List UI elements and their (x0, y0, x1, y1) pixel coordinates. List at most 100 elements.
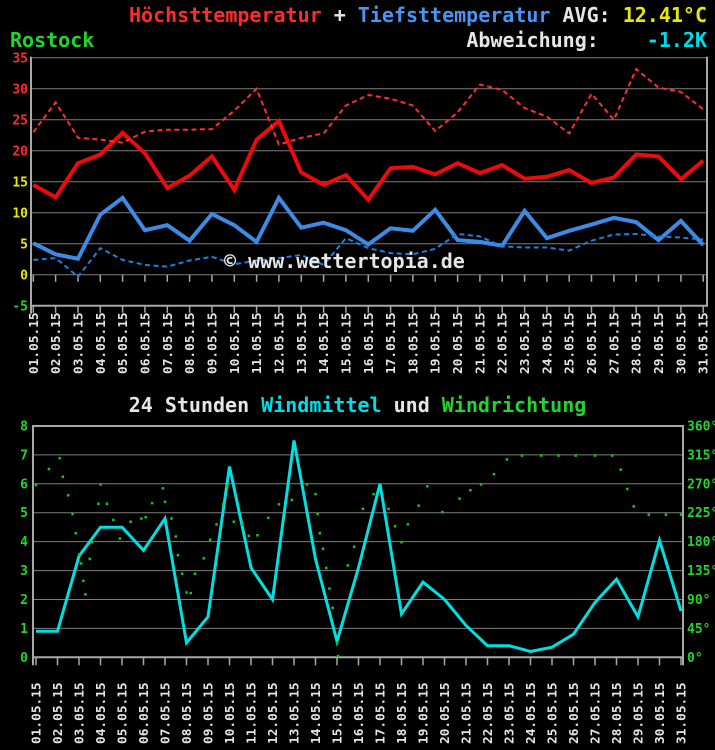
winddir-ytick-label: 135° (687, 564, 715, 579)
winddir-dot (372, 492, 375, 496)
wind-xtick-label: 01.05.15 (30, 682, 45, 744)
temp-xtick-label: 30.05.15 (674, 312, 689, 374)
wind-chart-title: 24 Stunden Windmittel und Windrichtung (0, 394, 715, 416)
temp-xtick-label: 06.05.15 (138, 312, 153, 374)
temp-ytick-label: 0 (20, 268, 28, 283)
winddir-dot (626, 487, 629, 491)
winddir-dot (97, 502, 100, 505)
winddir-dot (170, 517, 173, 520)
winddir-dot (61, 475, 65, 478)
temp-xtick-label: 27.05.15 (607, 312, 622, 374)
temp-ytick-label: 20 (12, 144, 28, 159)
winddir-dot (180, 572, 184, 575)
temp-ytick-label: 5 (20, 237, 28, 252)
wind-xtick-label: 14.05.15 (309, 682, 324, 744)
winddir-dot (619, 468, 622, 471)
winddir-dot (90, 541, 94, 544)
winddir-dot (176, 553, 180, 557)
winddir-dot (247, 534, 251, 538)
winddir-dot (140, 517, 143, 520)
wind-xtick-label: 19.05.15 (417, 682, 432, 744)
winddir-dot (232, 520, 235, 523)
temp-xtick-label: 22.05.15 (496, 312, 511, 374)
winddir-dot (325, 566, 328, 570)
winddir-dot (335, 641, 339, 645)
winddir-dot (426, 485, 429, 488)
wind-xtick-label: 18.05.15 (395, 682, 410, 744)
winddir-dot (361, 507, 365, 511)
temp-xtick-label: 11.05.15 (250, 312, 265, 374)
winddir-ytick-label: 360° (687, 420, 715, 435)
wind-ytick-label: 6 (20, 477, 28, 492)
winddir-ytick-label: 0° (687, 651, 703, 666)
winddir-dot (129, 520, 132, 523)
winddir-dot (185, 591, 188, 594)
temp-xtick-label: 14.05.15 (317, 312, 332, 374)
wind-ytick-label: 0 (20, 651, 28, 666)
winddir-dot (492, 472, 496, 476)
wind-xtick-label: 09.05.15 (202, 682, 217, 744)
winddir-dot (321, 547, 325, 550)
winddir-dot (77, 553, 81, 556)
wind-xtick-label: 16.05.15 (352, 682, 367, 744)
winddir-dot (387, 507, 390, 511)
winddir-dot (277, 503, 281, 506)
wind-xtick-label: 27.05.15 (589, 682, 604, 744)
wind-xtick-label: 25.05.15 (546, 682, 561, 744)
winddir-dot (256, 534, 259, 537)
temp-xtick-label: 03.05.15 (72, 312, 87, 374)
wind-xtick-label: 05.05.15 (116, 682, 131, 744)
wind-xtick-label: 10.05.15 (223, 682, 238, 744)
wind-xtick-label: 12.05.15 (266, 682, 281, 744)
tmax-dashed-line (32, 67, 704, 146)
winddir-dot (208, 538, 212, 541)
winddir-dot (105, 502, 109, 505)
wind-ytick-label: 3 (20, 564, 28, 579)
winddir-dot (469, 489, 472, 492)
winddir-ytick-label: 315° (687, 448, 715, 463)
temp-xtick-label: 04.05.15 (94, 312, 109, 374)
winddir-dot (632, 505, 635, 508)
winddir-dot (241, 523, 244, 526)
wind-ytick-label: 4 (20, 535, 28, 550)
temp-xtick-label: 15.05.15 (339, 312, 354, 374)
winddir-dot (193, 572, 197, 575)
winddir-dot (226, 485, 229, 488)
wind-xtick-label: 03.05.15 (73, 682, 88, 744)
winddir-dot (316, 512, 319, 516)
wind-xtick-label: 07.05.15 (159, 682, 174, 744)
winddir-dot (71, 512, 74, 516)
winddir-dot (88, 557, 91, 561)
winddir-dot (664, 513, 668, 516)
winddir-dot (79, 562, 83, 565)
winddir-dot (479, 483, 483, 486)
wind-xtick-label: 24.05.15 (524, 682, 539, 744)
temp-xtick-label: 02.05.15 (49, 312, 64, 374)
wind-title-prefix: 24 Stunden (128, 393, 262, 417)
temp-ytick-label: 25 (12, 113, 28, 128)
winddir-dot (574, 454, 577, 457)
avg-value: 12.41°C (622, 3, 707, 27)
temp-ytick-label: -5 (12, 299, 28, 314)
winddir-dot (58, 456, 61, 460)
temp-xtick-label: 20.05.15 (451, 312, 466, 374)
wind-ytick-label: 7 (20, 448, 28, 463)
station-name: Rostock (10, 28, 95, 52)
temp-xtick-label: 01.05.15 (27, 312, 42, 374)
winddir-dot (144, 516, 147, 519)
deviation-label: Abweichung: (466, 28, 599, 52)
temp-xtick-label: 28.05.15 (630, 312, 645, 374)
winddir-dot (47, 467, 51, 471)
winddir-dot (174, 535, 177, 538)
wind-xtick-label: 30.05.15 (653, 682, 668, 744)
windmittel-label: Windmittel (261, 393, 382, 417)
tmin-legend-label: Tiefsttemperatur (357, 3, 551, 27)
temp-ytick-label: 30 (12, 82, 28, 97)
wind-xtick-label: 23.05.15 (503, 682, 518, 744)
winddir-dot (112, 518, 115, 522)
winddir-dot (611, 454, 614, 457)
winddir-dot (505, 458, 509, 461)
wind-xtick-label: 31.05.15 (675, 682, 690, 744)
temp-ytick-label: 15 (12, 175, 28, 190)
